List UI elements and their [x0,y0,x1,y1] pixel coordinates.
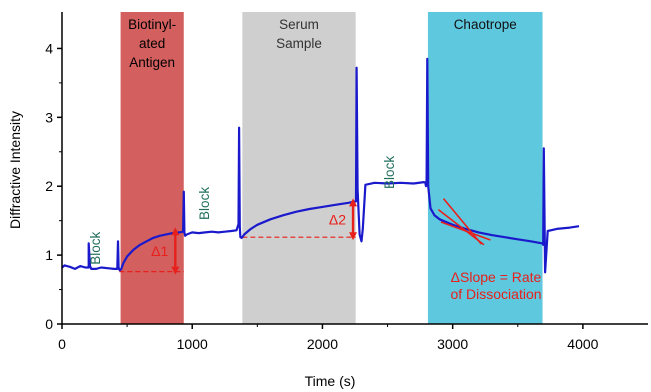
y-tick-label-4: 4 [45,40,53,56]
axis-labels: Diffractive Intensity Time (s) [7,111,355,389]
x-axis-label: Time (s) [305,373,356,389]
shaded-regions: Biotinyl-ated Antigen Serum Sample Chaotrope [120,12,543,324]
region-serum-label-line-0: Serum [279,17,319,32]
x-tick-label-2000: 2000 [307,336,338,352]
slope-label-line-1: of Dissociation [450,286,541,302]
slope-line-2 [437,209,485,246]
block-3-label: Block [382,156,397,189]
delta-2-label: Δ2 [329,211,346,227]
region-serum-band [242,12,356,324]
region-serum-label-line-1: Sample [276,36,322,51]
baseline-dashes [119,236,356,273]
x-tick-label-3000: 3000 [437,336,468,352]
block-1-label: Block [88,231,103,264]
region-antigen-label-line-2: Antigen [129,55,175,70]
delta-annotations: Δ1 Δ2 [151,198,358,275]
x-tick-label-0: 0 [58,336,66,352]
y-tick-label-1: 1 [45,247,53,263]
region-chaotrope-label-line-0: Chaotrope [454,17,517,32]
delta-1-label: Δ1 [151,243,168,259]
block-2-label: Block [197,187,212,220]
region-chaotrope-band [427,12,543,324]
region-antigen-label-line-0: Biotinyl- [128,17,176,32]
y-tick-label-0: 0 [45,316,53,332]
slope-line-0 [442,198,482,245]
region-antigen-label-line-1: ated [139,36,165,51]
trace-layer: Block Block Block [61,57,580,274]
slope-label-line-0: ΔSlope = Rate [451,269,542,285]
axes: 0 1 2 3 4 0 1000 2000 3000 4000 [45,12,648,352]
y-tick-label-2: 2 [45,178,53,194]
y-axis-label: Diffractive Intensity [7,111,23,229]
y-tick-label-3: 3 [45,109,53,125]
x-tick-label-1000: 1000 [177,336,208,352]
diffractive-intensity-trace [61,57,580,274]
x-tick-label-4000: 4000 [567,336,598,352]
